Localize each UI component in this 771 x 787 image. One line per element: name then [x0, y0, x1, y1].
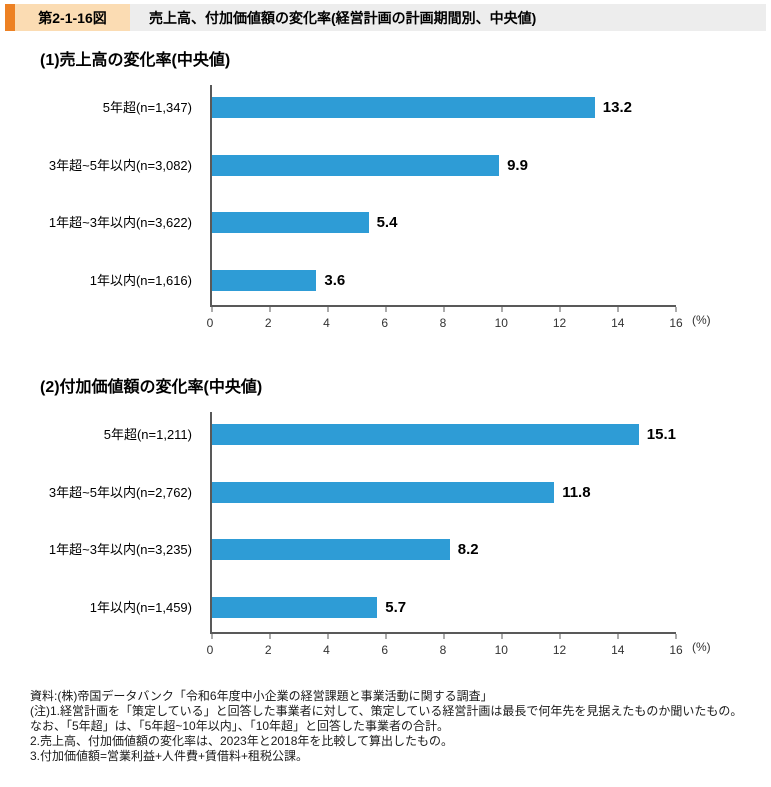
- bar: [212, 269, 317, 291]
- category-axis-value-added: 5年超(n=1,211) 3年超~5年以内(n=2,762) 1年超~3年以内(n=…: [0, 412, 202, 634]
- bar: [212, 481, 555, 503]
- axis-tick-label: 14: [611, 643, 625, 657]
- axis-tick: [443, 634, 445, 639]
- bar-chart-value-added: 5年超(n=1,211) 3年超~5年以内(n=2,762) 1年超~3年以内(n=…: [0, 412, 771, 662]
- axis-tick-label: 6: [381, 643, 389, 657]
- axis-tick-label: 2: [264, 643, 272, 657]
- category-label: 1年以内(n=1,616): [89, 272, 192, 288]
- axis-tick-label: 4: [323, 643, 330, 657]
- axis-tick-label: 2: [264, 316, 272, 330]
- bar: [212, 424, 639, 445]
- category-label: 1年以内(n=1,459): [89, 599, 192, 615]
- source-notes: 資料:(株)帝国データバンク「令和6年度中小企業の経営課題と事業活動に関する調査…: [30, 689, 765, 764]
- section-title-value-added: (2)付加価値額の変化率(中央値): [40, 379, 263, 396]
- axis-tick-label: 0: [206, 643, 214, 657]
- bar: [212, 97, 595, 118]
- category-label: 5年超(n=1,347): [102, 100, 192, 115]
- figure-number-badge: 第2-1-16図: [15, 4, 130, 31]
- category-axis-sales: 5年超(n=1,347) 3年超~5年以内(n=3,082) 1年超~3年以内(n=…: [0, 85, 202, 307]
- note-line: (注)1.経営計画を「策定している」と回答した事業者に対して、策定している経営計…: [30, 704, 743, 718]
- axis-tick-label: 12: [552, 316, 567, 330]
- category-label: 3年超~5年以内(n=3,082): [48, 157, 192, 173]
- header-accent-bar: [5, 4, 15, 31]
- axis-tick: [617, 634, 619, 639]
- axis-tick: [269, 634, 271, 639]
- section-title-sales: (1)売上高の変化率(中央値): [40, 52, 231, 69]
- axis-tick: [211, 307, 213, 312]
- axis-tick: [501, 634, 503, 639]
- value-label: 9.9: [507, 156, 528, 174]
- bar: [212, 212, 369, 233]
- plot-area-value-added: 15.1 11.8 8.2 5.7: [210, 412, 677, 639]
- value-label: 13.2: [602, 99, 632, 116]
- value-label: 5.7: [385, 598, 407, 616]
- plot-area-sales: 13.2 9.9 5.4 3.6: [210, 85, 677, 312]
- value-label: 11.8: [562, 483, 591, 501]
- axis-tick: [385, 634, 387, 639]
- axis-tick: [269, 307, 271, 312]
- axis-tick: [327, 634, 329, 639]
- category-label: 3年超~5年以内(n=2,762): [48, 484, 192, 500]
- value-label: 8.2: [457, 541, 479, 558]
- value-axis-sales: 0 2 4 6 8 10 12 14 16: [206, 316, 683, 332]
- axis-tick-label: 12: [552, 643, 567, 657]
- axis-tick: [617, 307, 619, 312]
- axis-tick: [443, 307, 445, 312]
- bar: [212, 539, 450, 560]
- category-label: 1年超~3年以内(n=3,622): [48, 215, 192, 230]
- value-label: 5.4: [376, 214, 398, 231]
- bar-chart-sales: 5年超(n=1,347) 3年超~5年以内(n=3,082) 1年超~3年以内(n=…: [0, 85, 771, 335]
- axis-tick: [501, 307, 503, 312]
- axis-tick-label: 10: [494, 643, 508, 657]
- axis-tick-label: 14: [611, 316, 625, 330]
- value-label: 3.6: [324, 271, 346, 289]
- bar-row: 13.2: [212, 97, 676, 118]
- note-line: 3.付加価値額=営業利益+人件費+賃借料+租税公課。: [30, 749, 309, 763]
- axis-unit-label-sales: (%): [692, 313, 711, 327]
- bar: [212, 596, 378, 618]
- axis-tick-label: 4: [323, 316, 330, 330]
- axis-tick: [675, 307, 677, 312]
- bar-row: 11.8: [212, 481, 676, 503]
- axis-tick-label: 8: [439, 316, 447, 330]
- value-axis-value-added: 0 2 4 6 8 10 12 14 16: [206, 643, 683, 659]
- axis-tick: [675, 634, 677, 639]
- axis-tick: [211, 634, 213, 639]
- figure-header: 第2-1-16図 売上高、付加価値額の変化率(経営計画の計画期間別、中央値): [5, 4, 766, 31]
- category-label: 5年超(n=1,211): [103, 427, 192, 442]
- bar-row: 5.4: [212, 212, 676, 233]
- axis-tick-label: 8: [439, 643, 447, 657]
- figure-title: 売上高、付加価値額の変化率(経営計画の計画期間別、中央値): [149, 9, 537, 26]
- axis-tick: [385, 307, 387, 312]
- bar-row: 9.9: [212, 154, 676, 176]
- category-label: 1年超~3年以内(n=3,235): [48, 542, 192, 557]
- bar-row: 8.2: [212, 539, 676, 560]
- bar-row: 3.6: [212, 269, 676, 291]
- bar-row: 5.7: [212, 596, 676, 618]
- axis-tick-label: 0: [206, 316, 214, 330]
- axis-tick: [559, 307, 561, 312]
- bar: [212, 154, 500, 176]
- axis-tick-label: 10: [494, 316, 508, 330]
- axis-tick: [327, 307, 329, 312]
- axis-tick-label: 16: [669, 316, 683, 330]
- value-label: 15.1: [646, 426, 676, 443]
- bar-row: 15.1: [212, 424, 676, 445]
- axis-tick-label: 6: [381, 316, 389, 330]
- axis-tick-label: 16: [669, 643, 683, 657]
- axis-unit-label-value-added: (%): [692, 640, 711, 654]
- note-line: 2.売上高、付加価値額の変化率は、2023年と2018年を比較して算出したもの。: [30, 734, 454, 748]
- axis-tick: [559, 634, 561, 639]
- note-line: なお、「5年超」は、「5年超~10年以内」、「10年超」と回答した事業者の合計。: [30, 719, 450, 733]
- note-line: 資料:(株)帝国データバンク「令和6年度中小企業の経営課題と事業活動に関する調査…: [30, 689, 493, 703]
